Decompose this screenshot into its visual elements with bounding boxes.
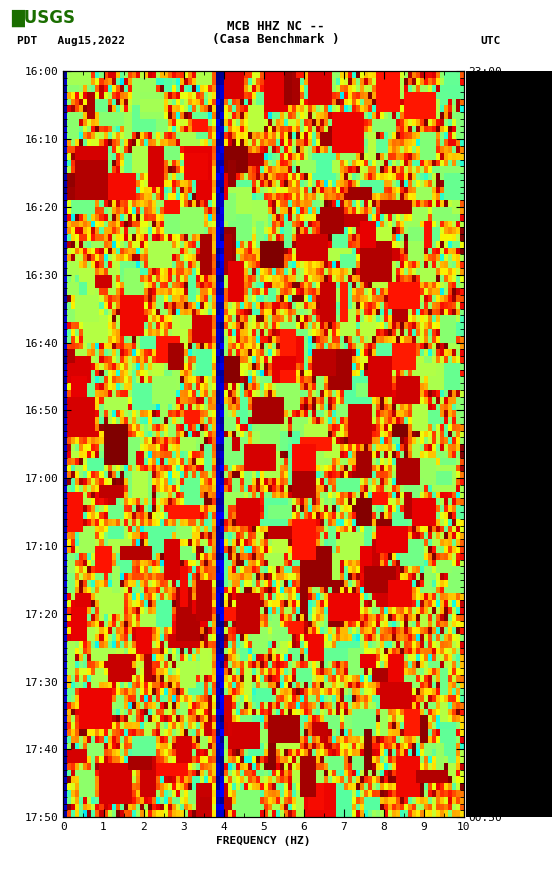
Text: (Casa Benchmark ): (Casa Benchmark ) <box>213 33 339 46</box>
Text: UTC: UTC <box>480 37 501 46</box>
X-axis label: FREQUENCY (HZ): FREQUENCY (HZ) <box>216 836 311 847</box>
Text: █USGS: █USGS <box>11 9 75 27</box>
Text: PDT   Aug15,2022: PDT Aug15,2022 <box>17 37 125 46</box>
Text: MCB HHZ NC --: MCB HHZ NC -- <box>227 20 325 33</box>
